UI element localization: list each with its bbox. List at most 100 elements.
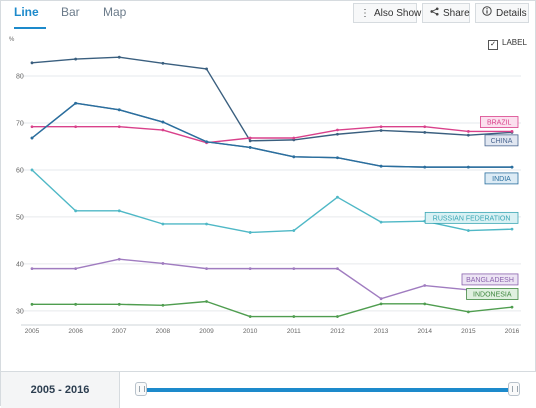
x-tick-label: 2011: [287, 328, 301, 335]
tab-map[interactable]: Map: [103, 5, 127, 19]
data-point-series-0: [248, 139, 252, 143]
line-chart: % 30 40 50 60 70 80 2005 2006 2007 2008 2009 2010 201…: [9, 37, 521, 335]
data-point-bangladesh: [423, 284, 427, 287]
label-checkbox[interactable]: ✓: [488, 40, 498, 50]
data-point-india: [161, 120, 165, 124]
data-point-india: [30, 136, 34, 140]
series-label-text: RUSSIAN FEDERATION: [433, 215, 511, 222]
also-show-button[interactable]: ⋮ Also Show: [353, 3, 421, 23]
y-axis-unit: %: [9, 37, 15, 43]
x-tick-label: 2013: [374, 328, 389, 335]
data-point-russian-federation: [336, 195, 339, 199]
info-icon: [481, 4, 493, 24]
y-tick-label: 40: [16, 261, 24, 268]
data-point-indonesia: [423, 302, 427, 306]
x-tick-label: 2006: [68, 328, 83, 335]
range-separator: -: [58, 384, 62, 396]
series-line-brazil: [32, 126, 512, 144]
also-show-label: Also Show: [374, 8, 422, 19]
y-tick-label: 80: [16, 73, 24, 80]
data-point-bangladesh: [161, 262, 165, 265]
data-point-brazil: [248, 136, 252, 140]
data-point-russian-federation: [379, 220, 383, 224]
data-point-brazil: [117, 125, 121, 129]
data-point-bangladesh: [30, 267, 34, 271]
range-end: 2016: [64, 384, 90, 396]
data-point-bangladesh: [379, 297, 383, 301]
data-point-brazil: [30, 125, 34, 129]
series-label-indonesia: INDONESIA: [466, 288, 519, 300]
data-point-indonesia: [30, 302, 34, 306]
data-point-brazil: [292, 136, 296, 140]
data-point-brazil: [336, 128, 339, 132]
details-label: Details: [496, 8, 527, 19]
x-tick-label: 2015: [461, 328, 476, 335]
data-point-brazil: [423, 125, 427, 129]
range-end-handle[interactable]: [508, 382, 520, 396]
more-vertical-icon: ⋮: [360, 8, 370, 19]
data-point-russian-federation: [248, 231, 252, 234]
data-point-series-0: [423, 130, 427, 134]
y-tick-label: 60: [16, 167, 24, 174]
series-line-indonesia: [32, 300, 513, 318]
data-point-indonesia: [117, 302, 121, 306]
x-tick-label: 2014: [417, 328, 432, 335]
data-point-series-0: [205, 67, 208, 71]
share-button[interactable]: Share: [422, 3, 470, 23]
data-point-india: [510, 165, 514, 169]
details-button[interactable]: Details: [475, 3, 529, 23]
x-tick-label: 2009: [199, 328, 214, 335]
data-point-indonesia: [292, 315, 296, 318]
range-start-handle[interactable]: [135, 382, 147, 396]
tab-bar[interactable]: Bar: [61, 5, 80, 19]
x-tick-label: 2008: [156, 328, 171, 335]
range-slider-track[interactable]: [141, 388, 515, 392]
x-tick-label: 2016: [505, 328, 520, 335]
data-point-brazil: [161, 128, 165, 132]
series-label-text: INDONESIA: [473, 291, 512, 298]
data-point-bangladesh: [248, 267, 252, 271]
series-label-text: INDIA: [492, 176, 511, 183]
data-point-russian-federation: [205, 222, 208, 226]
data-point-russian-federation: [466, 229, 470, 232]
time-range-footer: 2005 - 2016: [1, 371, 536, 408]
series-label-brazil: BRAZIL: [479, 116, 519, 128]
series-line-series-0: [31, 56, 513, 142]
data-point-series-0: [74, 57, 78, 61]
data-point-series-0: [336, 132, 339, 136]
series-label-box: [479, 116, 519, 128]
series-label-text: BRAZIL: [487, 120, 512, 127]
tab-line[interactable]: Line: [14, 1, 46, 29]
series-label-box: [466, 288, 519, 300]
share-icon: [428, 4, 440, 24]
data-point-bangladesh: [205, 267, 208, 271]
series-label-china: CHINA: [484, 134, 519, 147]
data-point-series-0: [30, 61, 34, 65]
x-tick-label: 2010: [243, 328, 258, 335]
data-point-russian-federation: [161, 222, 165, 226]
data-point-india: [466, 165, 470, 169]
series-label-box: [461, 273, 519, 286]
data-point-india: [379, 164, 383, 168]
data-point-bangladesh: [336, 267, 339, 271]
y-tick-label: 70: [16, 120, 24, 127]
data-point-brazil: [74, 125, 78, 129]
data-point-indonesia: [466, 310, 470, 314]
data-point-india: [74, 101, 78, 105]
data-point-brazil: [510, 130, 514, 133]
label-toggle-text: LABEL: [502, 38, 527, 47]
data-point-india: [117, 108, 121, 112]
data-point-series-0: [117, 55, 121, 59]
series-line-china: [31, 102, 512, 168]
series-label-india: INDIA: [484, 172, 519, 185]
label-toggle[interactable]: ✓ LABEL: [488, 38, 527, 50]
share-label: Share: [443, 8, 470, 19]
range-readout: 2005 - 2016: [1, 372, 120, 408]
data-point-indonesia: [248, 315, 252, 318]
data-point-series-0: [161, 61, 165, 65]
y-tick-label: 50: [16, 214, 24, 221]
data-point-russian-federation: [74, 209, 78, 213]
series-label-text: BANGLADESH: [466, 277, 514, 284]
data-point-bangladesh: [74, 267, 78, 271]
